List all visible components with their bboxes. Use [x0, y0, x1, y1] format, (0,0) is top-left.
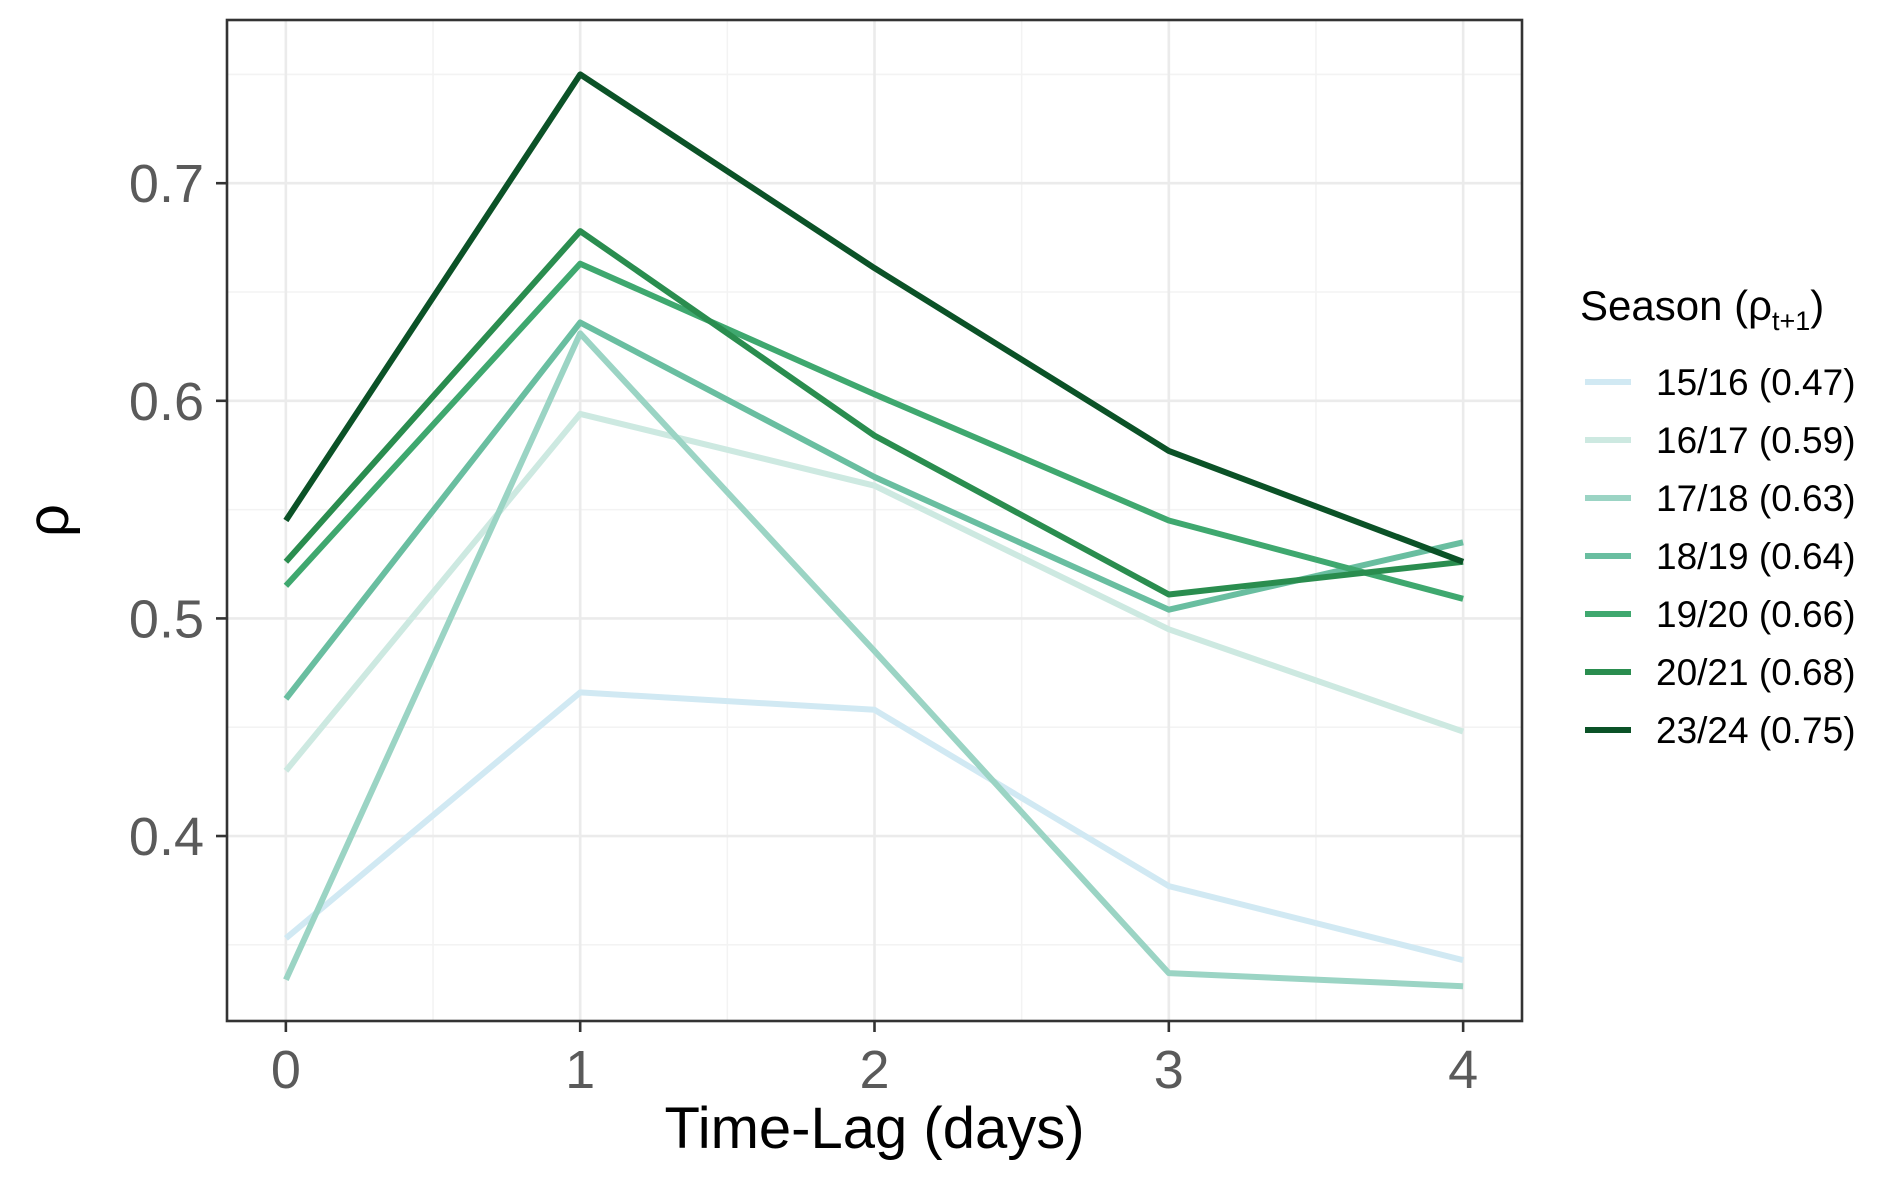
legend-label: 20/21 (0.68): [1656, 652, 1856, 693]
series-line-20-21: [283, 228, 1464, 598]
legend-label: 15/16 (0.47): [1656, 362, 1856, 403]
legend-title-main: Season (ρ: [1580, 282, 1772, 329]
legend-label: 18/19 (0.64): [1656, 536, 1856, 577]
legend-label: 16/17 (0.59): [1656, 420, 1856, 461]
legend-title: Season (ρt+1): [1580, 282, 1824, 336]
y-tick-label: 0.7: [129, 154, 204, 214]
major-gridlines: [227, 20, 1522, 1021]
x-axis-title: Time-Lag (days): [664, 1096, 1084, 1161]
y-tick-label: 0.6: [129, 372, 204, 432]
x-tick-label: 1: [565, 1040, 595, 1100]
legend-label: 17/18 (0.63): [1656, 478, 1856, 519]
y-tick-label: 0.4: [129, 807, 204, 867]
y-tick-label: 0.5: [129, 589, 204, 649]
x-tick-label: 4: [1448, 1040, 1478, 1100]
legend-label: 19/20 (0.66): [1656, 594, 1856, 635]
series-line-15-16: [283, 689, 1464, 964]
legend-title-subscript: t+1: [1772, 306, 1810, 336]
legend-label: 23/24 (0.75): [1656, 710, 1856, 751]
x-tick-label: 2: [859, 1040, 889, 1100]
x-axis-ticks: 0 1 2 3 4: [271, 1021, 1478, 1100]
series-line-16-17: [283, 410, 1465, 773]
series-line-23-24: [283, 71, 1465, 565]
series-lines: [283, 71, 1465, 990]
y-axis-ticks: 0.4 0.5 0.6 0.7: [129, 154, 227, 867]
x-tick-label: 0: [271, 1040, 301, 1100]
legend: Season (ρt+1) 15/16 (0.47) 16/17 (0.59) 17…: [1580, 282, 1856, 751]
series-line-19-20: [283, 260, 1464, 602]
series-line-17-18: [283, 330, 1464, 990]
y-axis-title: ρ: [16, 504, 81, 537]
series-line-18-19: [283, 319, 1464, 701]
legend-title-close: ): [1810, 282, 1824, 329]
x-tick-label: 3: [1154, 1040, 1184, 1100]
